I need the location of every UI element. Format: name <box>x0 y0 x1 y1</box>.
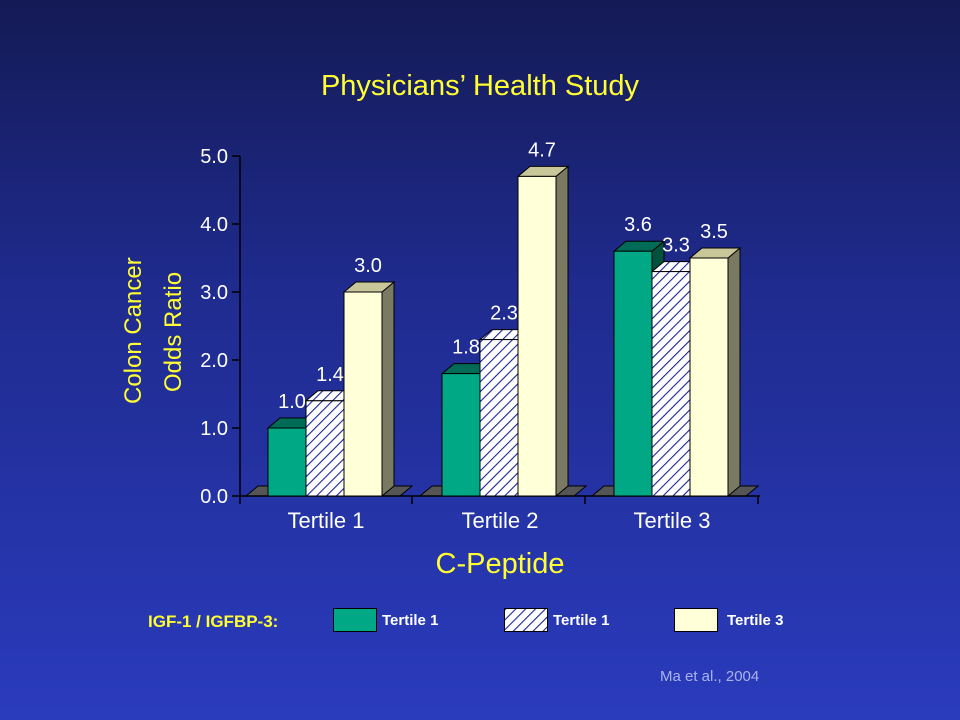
data-label-s2-c3: 3.3 <box>662 235 690 257</box>
legend-title: IGF-1 / IGFBP-3: <box>148 612 279 631</box>
bar-s2-c1 <box>305 400 345 497</box>
y-tick-label-0: 0.0 <box>200 486 228 508</box>
bar-s1-c2 <box>441 373 481 497</box>
bar-s2-c3 <box>651 271 691 497</box>
y-axis-label-line-1: Colon Cancer <box>120 257 147 404</box>
legend-swatch-series-2 <box>504 608 548 632</box>
y-tick-label-3: 3.0 <box>200 282 228 304</box>
x-axis-label: C-Peptide <box>435 548 565 580</box>
data-label-s1-c1: 1.0 <box>278 391 306 413</box>
bar-s3-c1 <box>343 291 383 497</box>
bar-side-s3-c3 <box>727 246 741 498</box>
data-label-s3-c1: 3.0 <box>354 255 382 277</box>
bar-s3-c3 <box>689 257 729 497</box>
data-label-s2-c1: 1.4 <box>316 364 344 386</box>
legend-label-series-1: Tertile 1 <box>382 612 439 629</box>
data-label-s2-c2: 2.3 <box>490 303 518 325</box>
data-label-s1-c3: 3.6 <box>624 214 652 236</box>
data-label-s3-c3: 3.5 <box>700 221 728 243</box>
legend-label-series-2: Tertile 1 <box>553 612 610 629</box>
x-tick-label-3: Tertile 3 <box>633 508 710 533</box>
bar-s1-c3 <box>613 250 653 497</box>
x-tick-label-2: Tertile 2 <box>461 508 538 533</box>
x-tick-label-1: Tertile 1 <box>287 508 364 533</box>
data-label-s3-c2: 4.7 <box>528 139 556 161</box>
citation: Ma et al., 2004 <box>660 668 760 685</box>
y-axis-label-line-2: Odds Ratio <box>160 271 187 392</box>
legend-label-series-3: Tertile 3 <box>727 612 784 629</box>
y-tick-label-5: 5.0 <box>200 146 228 168</box>
bar-s1-c1 <box>267 427 307 497</box>
legend-swatch-series-1 <box>333 608 377 632</box>
legend-swatch-series-3 <box>674 608 718 632</box>
bar-s3-c2 <box>517 175 557 497</box>
y-tick-label-2: 2.0 <box>200 350 228 372</box>
y-tick-label-4: 4.0 <box>200 214 228 236</box>
bar-s2-c2 <box>479 339 519 497</box>
y-tick-label-1: 1.0 <box>200 418 228 440</box>
data-label-s1-c2: 1.8 <box>452 337 480 359</box>
page-title: Physicians’ Health Study <box>320 70 640 102</box>
bar-side-s3-c1 <box>381 280 395 498</box>
bar-side-s3-c2 <box>555 165 569 498</box>
